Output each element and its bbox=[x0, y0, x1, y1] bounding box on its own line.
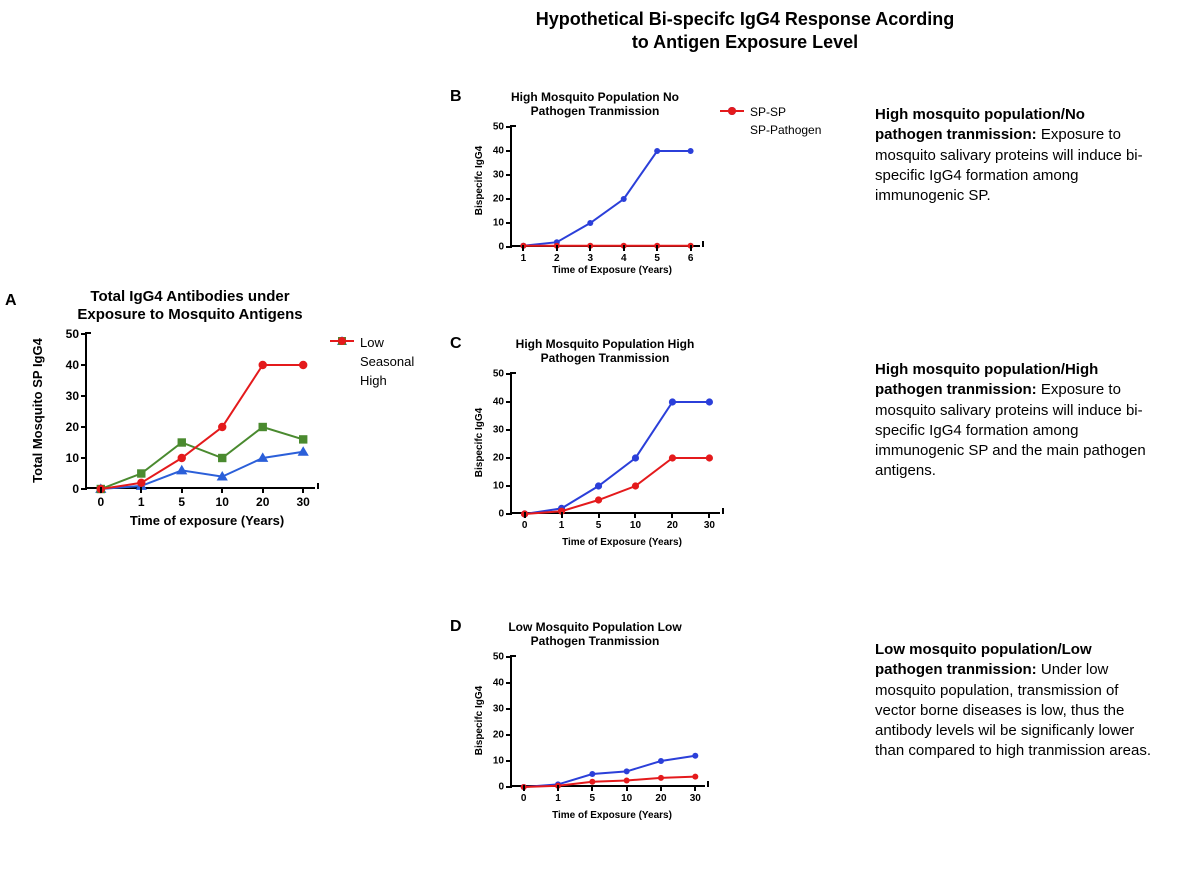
legend-label: High bbox=[360, 373, 387, 388]
ytick-label: 30 bbox=[493, 169, 504, 180]
chart-b-legend: SP-SP SP-Pathogen bbox=[720, 105, 821, 141]
ytick-label: 40 bbox=[66, 358, 79, 372]
chart-d-xlabel: Time of Exposure (Years) bbox=[552, 810, 672, 821]
xtick-label: 1 bbox=[559, 520, 565, 531]
legend-item: SP-Pathogen bbox=[720, 123, 821, 137]
xtick-label: 10 bbox=[216, 495, 229, 509]
xtick-label: 0 bbox=[97, 495, 104, 509]
chart-c-title: High Mosquito Population High Pathogen T… bbox=[500, 337, 710, 366]
ytick-label: 50 bbox=[493, 121, 504, 132]
ytick-label: 10 bbox=[493, 480, 504, 491]
xtick-label: 1 bbox=[555, 793, 561, 804]
xtick-label: 20 bbox=[667, 520, 678, 531]
panel-a-label: A bbox=[5, 292, 17, 310]
chart-c: High Mosquito Population High Pathogen T… bbox=[475, 337, 735, 514]
ytick-label: 40 bbox=[493, 677, 504, 688]
ytick-label: 0 bbox=[498, 508, 504, 519]
xtick-label: 20 bbox=[655, 793, 666, 804]
chart-d: Low Mosquito Population Low Pathogen Tra… bbox=[475, 620, 715, 787]
legend-item: High bbox=[330, 373, 414, 388]
chart-b-plot: 01020304050123456 bbox=[510, 127, 700, 247]
chart-b: High Mosquito Population No Pathogen Tra… bbox=[475, 90, 715, 247]
ytick-label: 50 bbox=[66, 327, 79, 341]
legend-label: SP-Pathogen bbox=[750, 123, 821, 137]
xtick-label: 4 bbox=[621, 253, 627, 264]
xtick-label: 2 bbox=[554, 253, 560, 264]
chart-b-title: High Mosquito Population No Pathogen Tra… bbox=[495, 90, 695, 119]
chart-a: Total IgG4 Antibodies under Exposure to … bbox=[40, 288, 330, 489]
chart-a-legend: Low Seasonal High bbox=[330, 335, 414, 392]
xtick-label: 10 bbox=[630, 520, 641, 531]
ytick-label: 0 bbox=[72, 482, 79, 496]
chart-a-plot: 01020304050015102030 bbox=[85, 334, 315, 489]
panel-c-label: C bbox=[450, 335, 462, 353]
chart-a-xlabel: Time of exposure (Years) bbox=[130, 513, 284, 528]
xtick-label: 6 bbox=[688, 253, 694, 264]
xtick-label: 10 bbox=[621, 793, 632, 804]
xtick-label: 1 bbox=[521, 253, 527, 264]
ytick-label: 30 bbox=[493, 703, 504, 714]
xtick-label: 5 bbox=[596, 520, 602, 531]
chart-a-ylabel: Total Mosquito SP IgG4 bbox=[30, 338, 45, 483]
chart-a-title: Total IgG4 Antibodies under Exposure to … bbox=[70, 288, 310, 324]
xtick-label: 5 bbox=[654, 253, 660, 264]
xtick-label: 5 bbox=[590, 793, 596, 804]
main-title: Hypothetical Bi-specifc IgG4 Response Ac… bbox=[530, 8, 960, 55]
chart-c-ylabel: Bispecifc IgG4 bbox=[474, 408, 485, 477]
ytick-label: 50 bbox=[493, 368, 504, 379]
chart-c-plot: 01020304050015102030 bbox=[510, 374, 720, 514]
desc-d: Low mosquito population/Low pathogen tra… bbox=[875, 640, 1155, 762]
ytick-label: 0 bbox=[498, 781, 504, 792]
chart-d-ylabel: Bispecifc IgG4 bbox=[474, 686, 485, 755]
chart-b-ylabel: Bispecifc IgG4 bbox=[474, 146, 485, 215]
chart-d-title: Low Mosquito Population Low Pathogen Tra… bbox=[495, 620, 695, 649]
ytick-label: 20 bbox=[493, 729, 504, 740]
ytick-label: 20 bbox=[493, 452, 504, 463]
xtick-label: 20 bbox=[256, 495, 269, 509]
xtick-label: 5 bbox=[178, 495, 185, 509]
ytick-label: 40 bbox=[493, 145, 504, 156]
ytick-label: 10 bbox=[493, 755, 504, 766]
chart-d-plot: 01020304050015102030 bbox=[510, 657, 705, 787]
chart-b-xlabel: Time of Exposure (Years) bbox=[552, 265, 672, 276]
xtick-label: 30 bbox=[297, 495, 310, 509]
ytick-label: 20 bbox=[66, 420, 79, 434]
legend-label: Low bbox=[360, 335, 384, 350]
xtick-label: 0 bbox=[522, 520, 528, 531]
xtick-label: 30 bbox=[690, 793, 701, 804]
ytick-label: 50 bbox=[493, 651, 504, 662]
ytick-label: 10 bbox=[493, 217, 504, 228]
xtick-label: 3 bbox=[587, 253, 593, 264]
ytick-label: 10 bbox=[66, 451, 79, 465]
xtick-label: 1 bbox=[138, 495, 145, 509]
ytick-label: 30 bbox=[66, 389, 79, 403]
panel-b-label: B bbox=[450, 88, 462, 106]
panel-d-label: D bbox=[450, 618, 462, 636]
ytick-label: 30 bbox=[493, 424, 504, 435]
desc-c: High mosquito population/High pathogen t… bbox=[875, 360, 1155, 482]
chart-c-xlabel: Time of Exposure (Years) bbox=[562, 537, 682, 548]
ytick-label: 40 bbox=[493, 396, 504, 407]
desc-b: High mosquito population/No pathogen tra… bbox=[875, 105, 1155, 206]
ytick-label: 20 bbox=[493, 193, 504, 204]
legend-label: SP-SP bbox=[750, 105, 786, 119]
legend-label: Seasonal bbox=[360, 354, 414, 369]
xtick-label: 0 bbox=[521, 793, 527, 804]
ytick-label: 0 bbox=[498, 241, 504, 252]
legend-item: Seasonal bbox=[330, 354, 414, 369]
xtick-label: 30 bbox=[704, 520, 715, 531]
